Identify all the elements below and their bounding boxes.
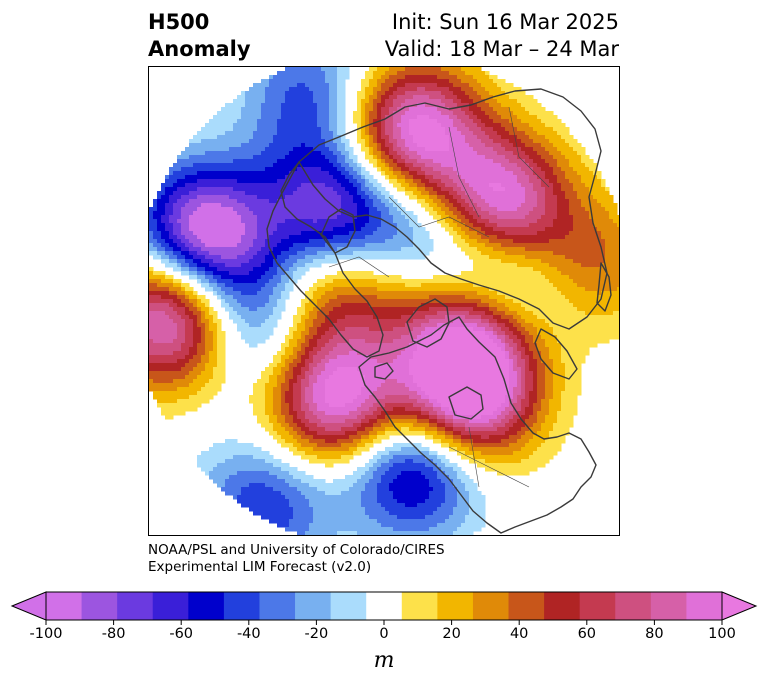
colorbar-tick-label: 60 (577, 626, 597, 642)
colorbar-over-arrow (721, 591, 758, 621)
hudson-bay (448, 386, 484, 420)
colorbar-tick-label: 20 (442, 626, 461, 642)
colorbar-tick-label: -80 (101, 626, 126, 642)
colorbar-tick-label: 0 (379, 626, 389, 642)
colorbar-segment (686, 592, 723, 620)
colorbar-segment (330, 592, 367, 620)
colorbar-segment (259, 592, 296, 620)
title-line-2: Anomaly (148, 37, 251, 61)
credit-line-1: NOAA/PSL and University of Colorado/CIRE… (148, 542, 445, 558)
init-date: Init: Sun 16 Mar 2025 (391, 10, 619, 34)
colorbar-tick-label: 40 (509, 626, 529, 642)
colorbar-unit: m (373, 648, 395, 673)
colorbar-segment (437, 592, 474, 620)
colorbar-segment (544, 592, 581, 620)
coastline-eurasia (298, 88, 608, 330)
credit-line-2: Experimental LIM Forecast (v2.0) (148, 559, 372, 575)
coastline-europe (266, 161, 384, 358)
colorbar-segment (46, 592, 82, 620)
forecast-dates: Init: Sun 16 Mar 2025 Valid: 18 Mar – 24… (385, 9, 619, 63)
colorbar-segment (579, 592, 616, 620)
colorbar-segment (472, 592, 509, 620)
colorbar-segment (650, 592, 687, 620)
colorbar-segment (615, 592, 652, 620)
colorbar-segment (508, 592, 545, 620)
colorbar-segment (152, 592, 189, 620)
colorbar-under-arrow (10, 591, 47, 621)
colorbar-segment (81, 592, 118, 620)
colorbar-ticks: -100 -80 -60 -40 -20 0 20 40 60 80 100 (0, 626, 768, 646)
valid-range: Valid: 18 Mar – 24 Mar (384, 37, 619, 61)
colorbar-tick-label: -40 (236, 626, 261, 642)
colorbar-segment (401, 592, 438, 620)
colorbar-segment (223, 592, 260, 620)
colorbar-tick-label: 80 (645, 626, 664, 642)
coastline-japan (596, 262, 612, 312)
colorbar-tick-label: 100 (708, 626, 736, 642)
country-borders (328, 106, 550, 488)
coastline-scandinavia (320, 208, 356, 254)
coastline-alaska (534, 328, 578, 380)
colorbar-tick-label: -60 (169, 626, 194, 642)
colorbar-tick-label: -20 (304, 626, 329, 642)
colorbar (10, 591, 758, 625)
map-title: H500 Anomaly (148, 9, 251, 63)
anomaly-field (149, 67, 619, 535)
colorbar-segment (117, 592, 154, 620)
credit-text: NOAA/PSL and University of Colorado/CIRE… (148, 542, 445, 576)
colorbar-segment (188, 592, 225, 620)
colorbar-segment (295, 592, 332, 620)
coastline-north-america (358, 316, 597, 534)
coastlines (266, 88, 612, 534)
colorbar-tick-label: -100 (29, 626, 63, 642)
coastline-iceland (374, 362, 394, 380)
title-line-1: H500 (148, 10, 210, 34)
polar-stereographic-map (148, 66, 620, 536)
colorbar-segment (366, 592, 403, 620)
coastline-greenland (406, 298, 450, 348)
anomaly-contours (149, 67, 619, 535)
